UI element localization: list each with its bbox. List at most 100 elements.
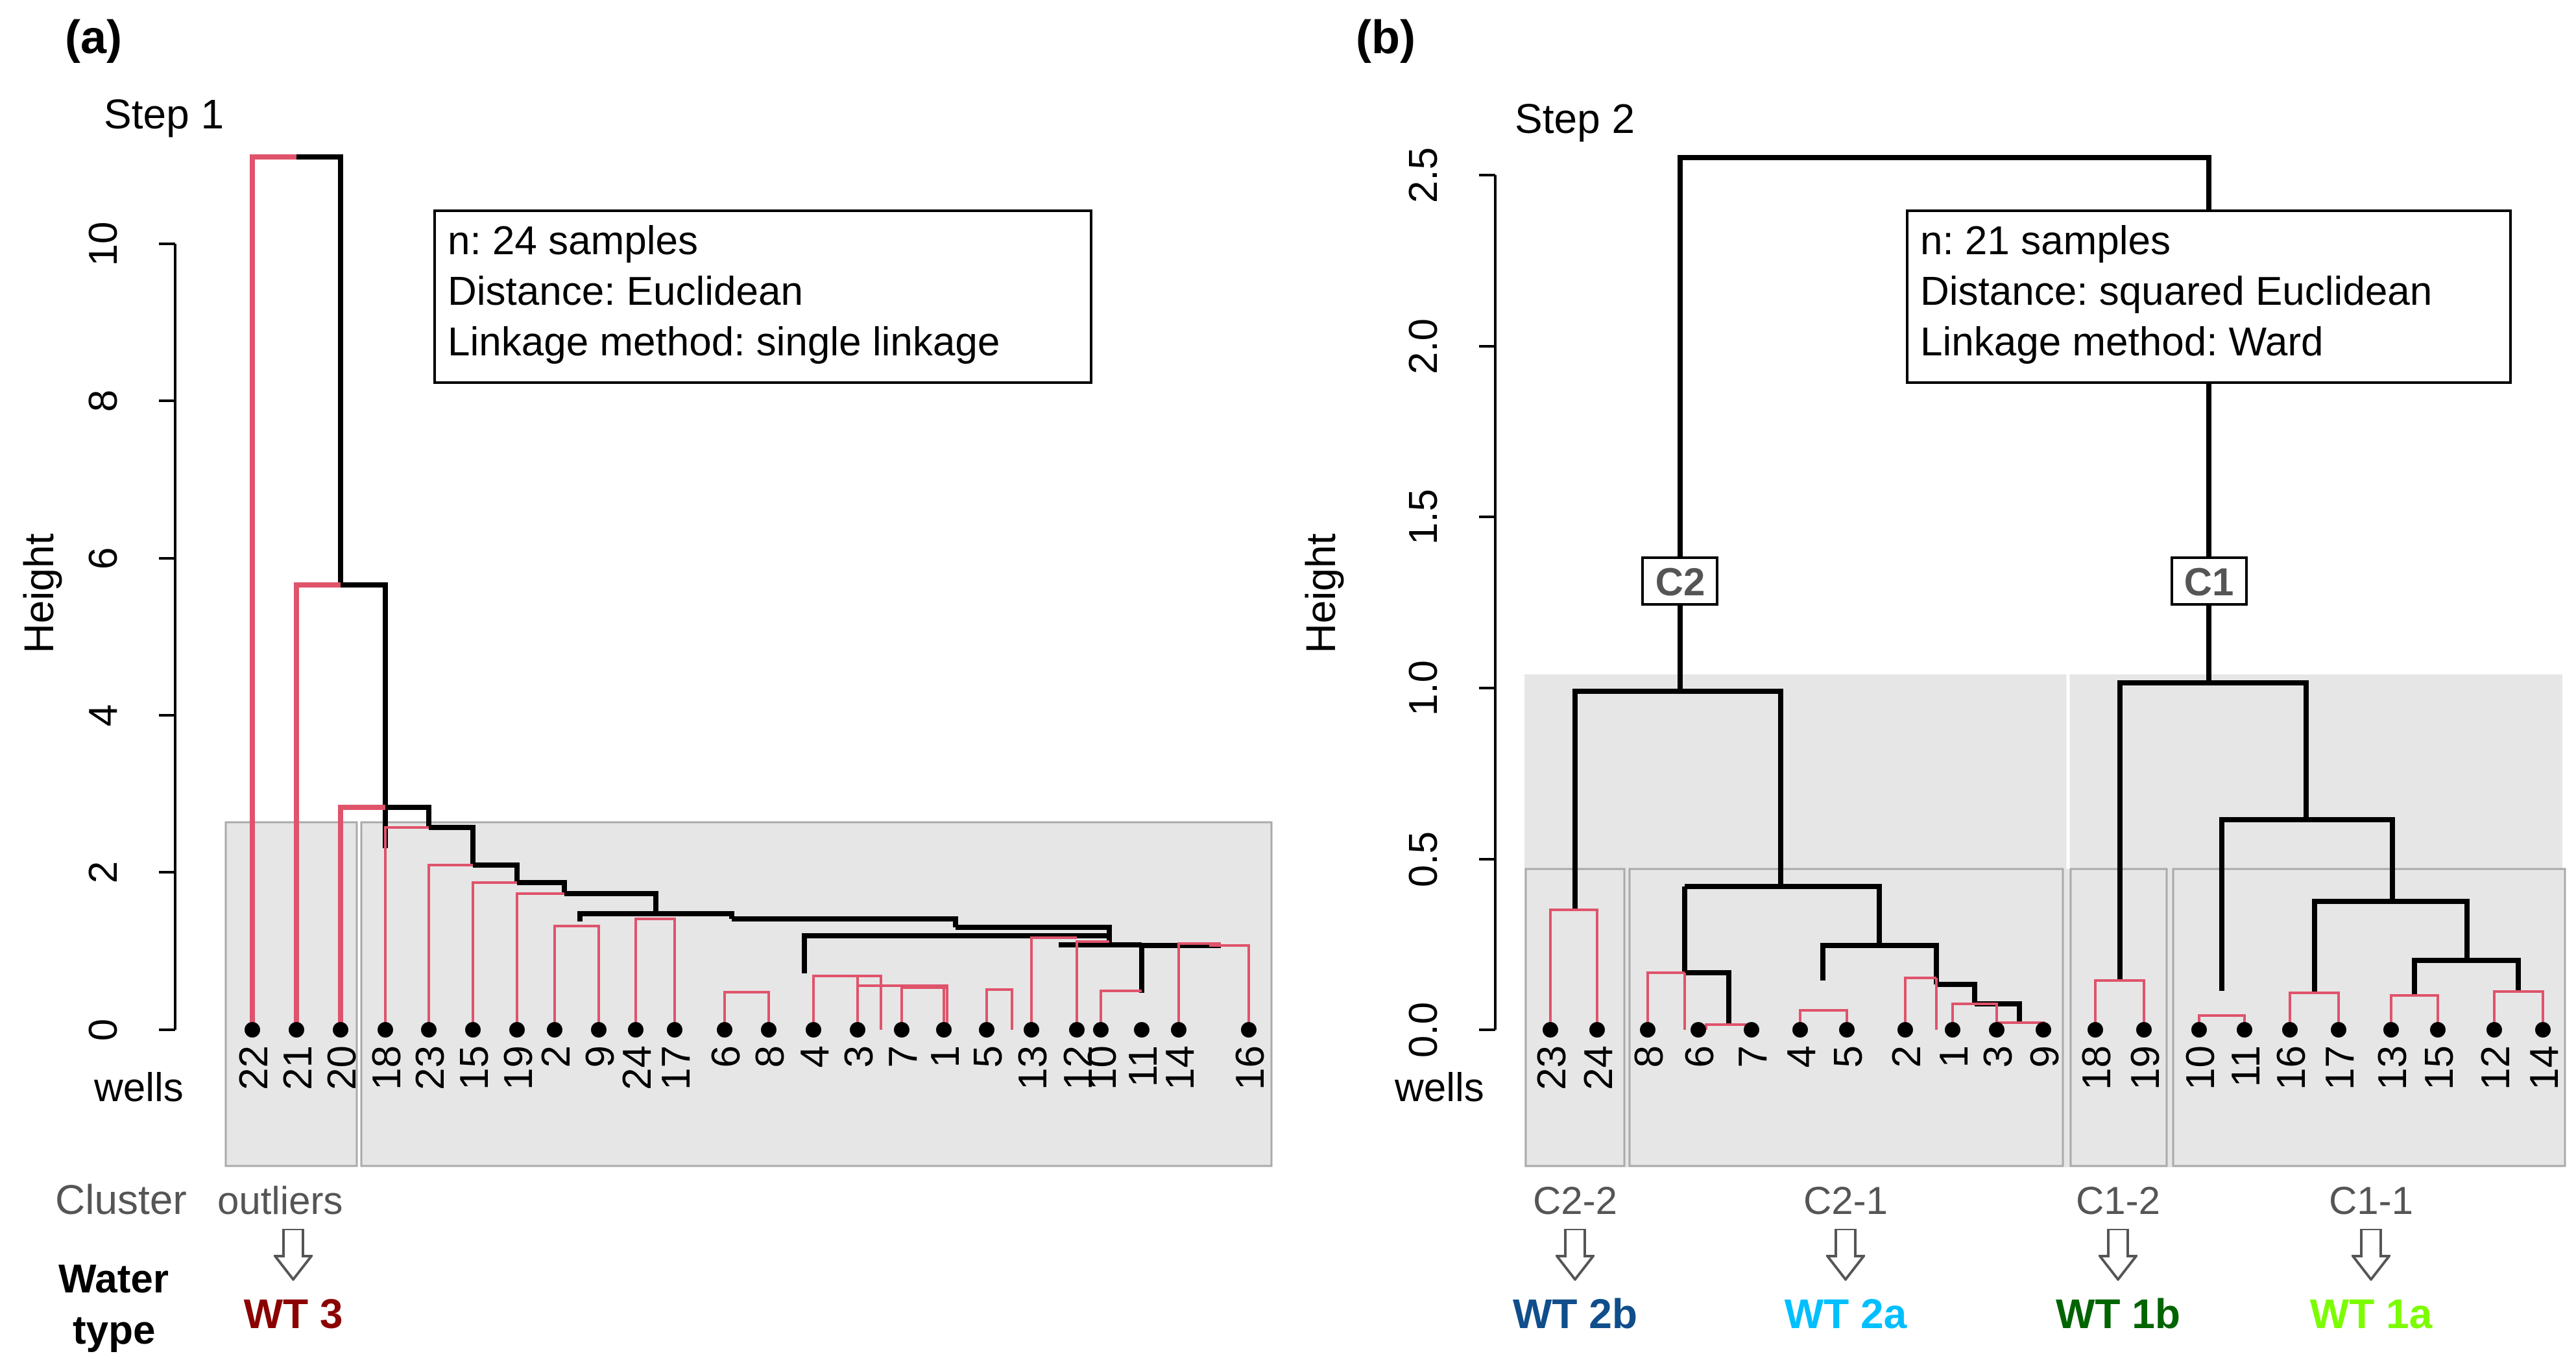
- leaf-label-b: 4: [1779, 1045, 1824, 1067]
- leaf-label-b: 3: [1976, 1045, 2021, 1067]
- leaf-label-b: 24: [1576, 1045, 1621, 1090]
- cluster-region-c2-2: [1524, 868, 1626, 1167]
- y-tick-b-3: 1.5: [1401, 489, 1446, 545]
- arrow-down-icon: [2352, 1229, 2390, 1281]
- leaf-label-b: 7: [1731, 1045, 1776, 1067]
- water-type-wt2b: WT 2b: [1513, 1290, 1637, 1337]
- cluster-name-c1-2: C1-2: [2076, 1179, 2160, 1222]
- leaf-label-b: 6: [1678, 1045, 1722, 1067]
- water-type-wt3: WT 3: [244, 1290, 343, 1337]
- main-cluster-region: [360, 821, 1273, 1167]
- y-tick-b-1: 0.5: [1401, 831, 1446, 887]
- leaf-label-b: 2: [1884, 1045, 1929, 1067]
- dendrogram-a-black: [296, 154, 1221, 993]
- leaf-label-b: 19: [2123, 1045, 2168, 1090]
- leaf-label-b: 13: [2370, 1045, 2415, 1090]
- leaf-label-a: 7: [881, 1045, 926, 1067]
- y-axis-label-a: Height: [16, 533, 62, 653]
- leaf-label-b: 14: [2522, 1045, 2567, 1090]
- outlier-cluster-region: [224, 821, 358, 1167]
- leaf-label-b: 15: [2417, 1045, 2462, 1090]
- leaf-label-a: 23: [408, 1045, 453, 1090]
- arrow-down-icon: [2099, 1229, 2137, 1281]
- cluster-name-outliers: outliers: [217, 1179, 343, 1222]
- cluster-region-c1-1: [2172, 868, 2566, 1167]
- leaf-label-a: 16: [1228, 1045, 1273, 1090]
- leaf-dots-a: [245, 1022, 1257, 1038]
- leaf-label-b: 10: [2178, 1045, 2223, 1090]
- leaf-label-a: 3: [837, 1045, 882, 1067]
- cluster-name-c2-1: C2-1: [1803, 1179, 1888, 1222]
- y-tick-a-6: 6: [81, 547, 126, 569]
- dendrogram-b-black: [1572, 155, 2521, 1025]
- panel-label-b: (b): [1356, 12, 1415, 64]
- water-type-wt1a: WT 1a: [2310, 1290, 2433, 1337]
- y-tick-b-0: 0.0: [1401, 1002, 1446, 1058]
- y-tick-a-4: 4: [81, 704, 126, 726]
- leaf-label-b: 5: [1826, 1045, 1871, 1067]
- y-axis-a: [159, 243, 176, 1031]
- water-type-label-2: type: [73, 1308, 155, 1353]
- leaf-label-b: 23: [1530, 1045, 1574, 1090]
- leaf-label-b: 17: [2318, 1045, 2363, 1090]
- y-tick-b-5: 2.5: [1401, 147, 1446, 203]
- leaf-label-a: 20: [320, 1045, 365, 1090]
- panel-b: 0.0 0.5 1.0 1.5 2.0 2.5 Height (b) Step …: [1297, 12, 2567, 1337]
- info-box-a: [433, 209, 1092, 384]
- info-line-b-1: n: 21 samples: [1920, 219, 2171, 263]
- leaf-dots-b: [1543, 1022, 2551, 1038]
- step-label-a: Step 1: [104, 91, 224, 137]
- cluster-label: Cluster: [55, 1176, 187, 1223]
- node-box-c1: [2171, 556, 2248, 606]
- leaf-label-a: 5: [966, 1045, 1011, 1067]
- leaf-label-b: 12: [2474, 1045, 2518, 1090]
- panel-a: 0 2 4 6 8 10 Height (a) Step 1 n: 24 sam…: [16, 12, 1273, 1353]
- leaf-label-b: 16: [2269, 1045, 2314, 1090]
- info-line-a-1: n: 24 samples: [448, 219, 698, 263]
- water-type-wt2a: WT 2a: [1785, 1290, 1907, 1337]
- leaf-label-a: 1: [923, 1045, 968, 1067]
- leaf-label-b: 11: [2224, 1045, 2269, 1087]
- panel-label-a: (a): [65, 12, 122, 64]
- step-label-b: Step 2: [1515, 95, 1635, 142]
- leaf-label-a: 19: [496, 1045, 541, 1090]
- wells-label-b: wells: [1394, 1065, 1484, 1110]
- leaf-label-a: 2: [534, 1045, 579, 1067]
- cluster-name-c1-1: C1-1: [2329, 1179, 2413, 1222]
- leaf-label-a: 9: [578, 1045, 623, 1067]
- water-type-wt1b: WT 1b: [2056, 1290, 2180, 1337]
- info-line-b-2: Distance: squared Euclidean: [1920, 269, 2432, 314]
- leaf-label-a: 24: [615, 1045, 660, 1090]
- leaf-label-b: 18: [2075, 1045, 2119, 1090]
- leaf-label-b: 1: [1932, 1045, 1977, 1067]
- node-box-c2: [1641, 556, 1718, 606]
- leaf-label-a: 6: [704, 1045, 749, 1067]
- arrow-down-icon: [274, 1229, 313, 1281]
- leaf-label-a: 11: [1121, 1045, 1166, 1087]
- y-tick-b-2: 1.0: [1401, 660, 1446, 716]
- y-tick-a-0: 0: [81, 1019, 126, 1041]
- leaf-label-a: 17: [654, 1045, 699, 1090]
- dendrogram-a-red-thick: [250, 154, 385, 1030]
- arrow-down-icon: [1556, 1229, 1595, 1281]
- info-box-b: [1906, 209, 2512, 384]
- leaf-label-b: 8: [1627, 1045, 1672, 1067]
- y-tick-a-10: 10: [81, 222, 126, 267]
- water-type-label-1: Water: [58, 1257, 169, 1302]
- leaf-label-a: 14: [1158, 1045, 1203, 1090]
- info-line-a-3: Linkage method: single linkage: [448, 320, 1000, 364]
- wells-label-a: wells: [93, 1065, 184, 1110]
- leaf-label-a: 10: [1080, 1045, 1125, 1090]
- leaf-label-a: 15: [452, 1045, 497, 1090]
- node-label-c1: C1: [2184, 560, 2234, 604]
- y-tick-a-8: 8: [81, 390, 126, 412]
- y-tick-b-4: 2.0: [1401, 318, 1446, 374]
- y-tick-a-2: 2: [81, 861, 126, 883]
- y-axis-label-b: Height: [1297, 533, 1344, 653]
- leaf-label-b: 9: [2023, 1045, 2067, 1067]
- arrow-down-icon: [1826, 1229, 1865, 1281]
- leaf-label-a: 21: [276, 1045, 320, 1090]
- leaf-label-a: 18: [365, 1045, 409, 1090]
- info-line-a-2: Distance: Euclidean: [448, 269, 803, 314]
